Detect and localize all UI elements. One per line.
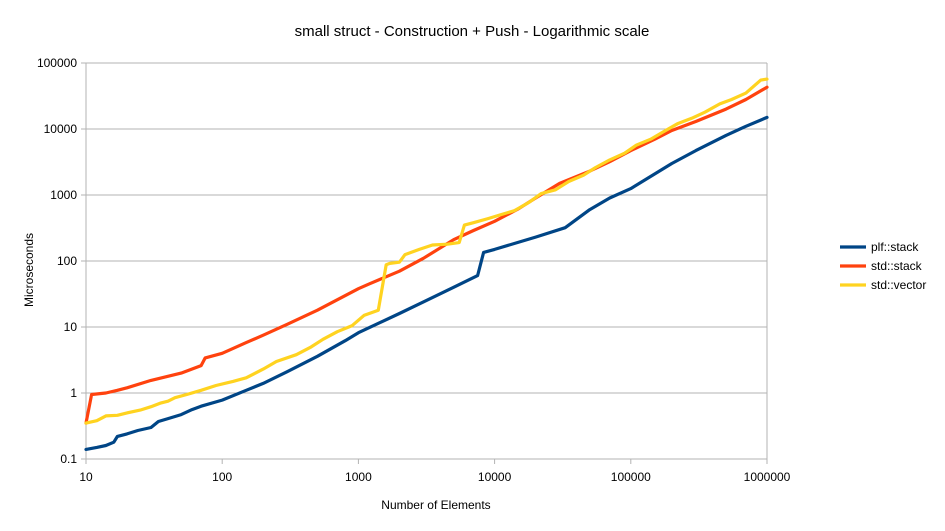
y-tick-label: 1	[70, 386, 77, 400]
legend-label: std::stack	[871, 259, 923, 273]
x-tick-label: 10	[79, 470, 93, 484]
grid-lines	[81, 62, 767, 460]
series-line-std-stack	[84, 85, 769, 425]
y-tick-label: 0.1	[60, 452, 77, 466]
series-layer	[84, 77, 769, 451]
axes	[85, 63, 768, 464]
x-tick-label: 10000	[478, 470, 512, 484]
y-tick-label: 100	[57, 254, 77, 268]
series-line-plf-stack	[84, 115, 769, 451]
y-axis-label: Microseconds	[22, 233, 36, 307]
series-line-std-vector	[84, 77, 769, 425]
y-tick-labels: 0.1 1 10 100 1000 10000 100000	[37, 56, 77, 466]
x-tick-label: 1000	[345, 470, 372, 484]
x-tick-label: 1000000	[744, 470, 791, 484]
x-tick-labels: 10 100 1000 10000 100000 1000000	[79, 470, 790, 484]
legend-label: std::vector	[871, 278, 926, 292]
x-tick-label: 100	[212, 470, 232, 484]
x-tick-label: 100000	[611, 470, 651, 484]
y-tick-label: 100000	[37, 56, 77, 70]
x-axis-label: Number of Elements	[381, 498, 490, 512]
y-tick-label: 10000	[44, 122, 78, 136]
legend-label: plf::stack	[871, 240, 919, 254]
y-tick-label: 10	[64, 320, 78, 334]
chart-title: small struct - Construction + Push - Log…	[295, 23, 650, 40]
y-tick-label: 1000	[50, 188, 77, 202]
